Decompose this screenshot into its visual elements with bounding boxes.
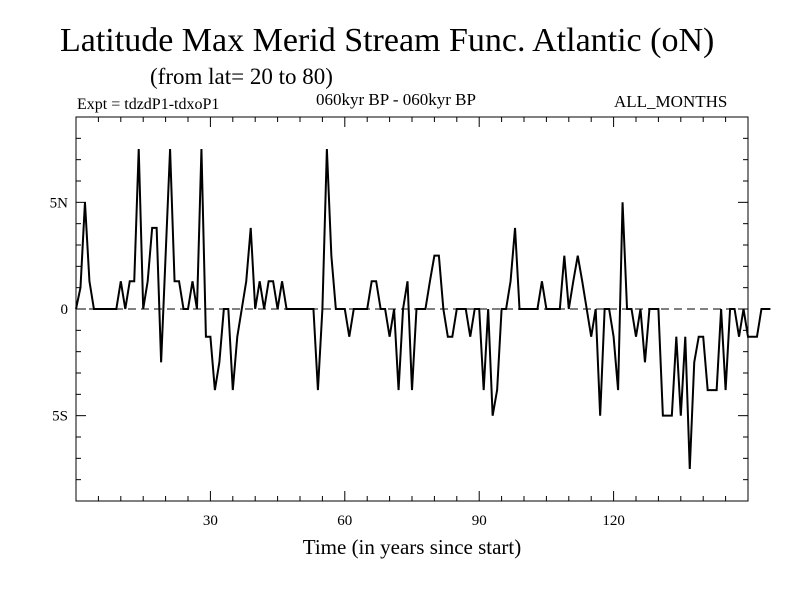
chart-subtitle: (from lat= 20 to 80) <box>150 64 333 89</box>
axis-ticks <box>76 117 748 501</box>
x-tick-label: 90 <box>472 513 487 529</box>
period-label: 060kyr BP - 060kyr BP <box>316 90 476 109</box>
y-tick-label: 0 <box>61 302 69 318</box>
x-axis-label: Time (in years since start) <box>303 535 522 559</box>
months-label: ALL_MONTHS <box>614 92 728 111</box>
chart-title: Latitude Max Merid Stream Func. Atlantic… <box>60 22 715 59</box>
y-tick-label: 5N <box>50 195 69 211</box>
x-tick-label: 60 <box>337 513 352 529</box>
series-line <box>75 148 771 470</box>
y-tick-label: 5S <box>52 409 68 425</box>
x-tick-label: 30 <box>203 513 218 529</box>
x-tick-label: 120 <box>602 513 625 529</box>
plot-frame <box>75 116 749 502</box>
experiment-label: Expt = tdzdP1-tdxoP1 <box>77 96 220 113</box>
axis-tick-labels: 30 60 90 120 5N 0 5S <box>50 195 625 529</box>
